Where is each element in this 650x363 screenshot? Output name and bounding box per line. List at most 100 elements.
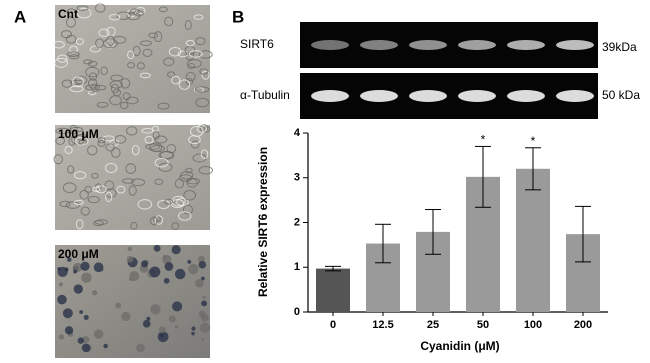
panel-label: A [14, 7, 26, 26]
band [458, 90, 496, 102]
cell [186, 177, 201, 185]
cell [122, 92, 131, 101]
cell [199, 322, 211, 334]
cell [158, 326, 166, 334]
cell [57, 266, 68, 278]
cell [127, 61, 136, 69]
cell [198, 166, 214, 175]
cell [164, 16, 174, 27]
cell [171, 195, 186, 207]
cell [83, 314, 89, 320]
cell [122, 178, 135, 184]
cell [146, 316, 151, 321]
cell [85, 66, 100, 78]
cell [183, 190, 197, 201]
cell [65, 17, 76, 28]
cell [119, 101, 129, 110]
cell [168, 46, 182, 57]
cell [160, 333, 164, 338]
cell [139, 40, 152, 46]
band [360, 90, 398, 102]
cell [79, 189, 89, 200]
bar [516, 168, 550, 312]
x-tick-label: 50 [477, 319, 489, 331]
cell [109, 80, 123, 89]
cell [80, 206, 90, 216]
cell [141, 260, 149, 268]
cell [184, 20, 192, 31]
cell [136, 62, 145, 70]
cell [178, 79, 191, 90]
cell [73, 284, 83, 294]
cell [62, 182, 77, 194]
cell [191, 326, 196, 331]
y-tick-label: 3 [294, 172, 300, 184]
cell [128, 185, 137, 196]
cell [64, 326, 74, 335]
cell [137, 199, 153, 210]
x-axis-title: Cyanidin (μM) [420, 339, 499, 353]
cell [125, 126, 138, 136]
cell [187, 259, 192, 264]
cell [109, 14, 121, 21]
cell [94, 3, 106, 13]
cell [130, 221, 138, 230]
cell [76, 133, 88, 141]
cell [132, 45, 141, 57]
cell [100, 66, 108, 76]
cell [154, 135, 168, 144]
band [311, 90, 349, 102]
cell [74, 171, 87, 180]
cell [105, 143, 116, 152]
cell [68, 136, 76, 146]
cell [195, 278, 204, 288]
cell [129, 277, 133, 282]
cell [141, 127, 154, 134]
band [409, 90, 447, 102]
cell [73, 199, 84, 205]
y-tick-label: 2 [294, 216, 300, 228]
cell [87, 145, 98, 156]
cell [106, 35, 115, 46]
cell [57, 294, 67, 305]
cell [174, 325, 179, 329]
cell [185, 167, 193, 174]
cell [59, 200, 71, 208]
cell [144, 135, 154, 144]
cell [200, 149, 209, 160]
cell [150, 304, 161, 315]
band [409, 40, 447, 50]
cell [75, 219, 84, 230]
cell [104, 180, 115, 191]
cell [130, 178, 146, 187]
x-tick-label: 200 [574, 319, 592, 331]
cell [95, 185, 107, 194]
blot-size: 50 kDa [602, 88, 640, 102]
cell [69, 54, 80, 60]
cell [93, 220, 104, 227]
cell [73, 269, 78, 274]
cell [164, 198, 174, 205]
y-axis-title: Relative SIRT6 expression [256, 147, 270, 297]
cell [174, 268, 186, 280]
y-tick-label: 0 [294, 306, 300, 318]
cell [153, 244, 161, 252]
cell [193, 14, 204, 20]
cell [115, 302, 122, 309]
cell [126, 96, 139, 105]
cell [66, 51, 80, 57]
cell [129, 8, 140, 15]
cell [158, 151, 174, 160]
band [458, 40, 496, 50]
cell [89, 45, 101, 53]
cell [67, 257, 72, 262]
cell [185, 71, 196, 82]
significance: * [481, 133, 486, 147]
cell [82, 335, 90, 344]
x-tick-label: 0 [330, 319, 336, 331]
cell [55, 127, 70, 135]
cell [120, 78, 131, 89]
cell [105, 188, 117, 198]
cell [53, 154, 64, 165]
cell [84, 185, 93, 193]
